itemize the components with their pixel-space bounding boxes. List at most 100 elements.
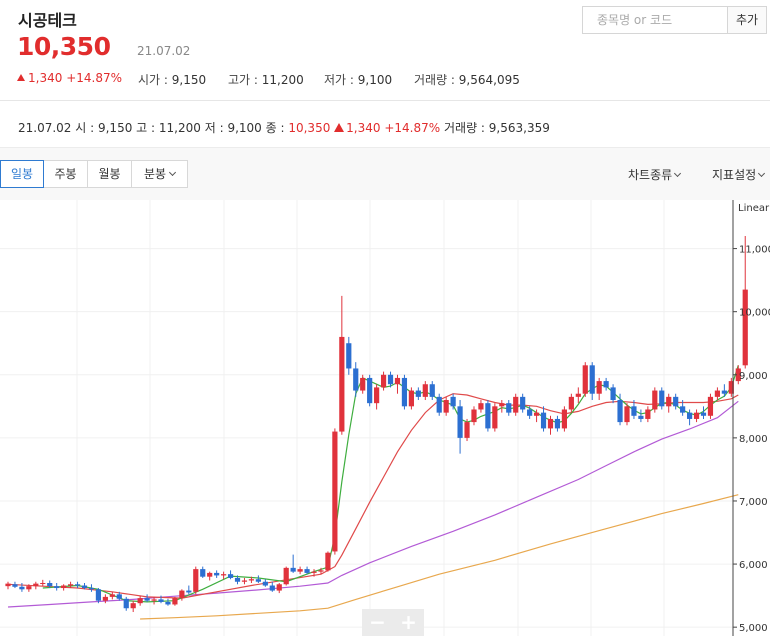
- candle: [269, 581, 275, 592]
- y-tick-label: 11,000: [739, 245, 770, 256]
- stat-volume-value: 9,564,095: [458, 73, 520, 87]
- zoom-control: − +: [362, 609, 424, 636]
- candle: [707, 393, 714, 419]
- candle: [471, 406, 477, 426]
- candle: [554, 415, 561, 432]
- candle-body: [33, 583, 39, 587]
- candle-body: [40, 582, 46, 584]
- add-button[interactable]: 추가: [727, 6, 767, 34]
- tab-weekly[interactable]: 주봉: [44, 160, 88, 188]
- candle-body: [728, 381, 734, 394]
- y-tick-label: 8,000: [739, 434, 768, 445]
- candle: [227, 570, 234, 580]
- y-tick-label: 6,000: [739, 560, 768, 571]
- candle: [95, 588, 102, 604]
- tab-daily[interactable]: 일봉: [0, 160, 44, 188]
- candle-body: [450, 396, 456, 407]
- candle: [61, 584, 67, 591]
- zoom-out-button[interactable]: −: [369, 610, 386, 634]
- candle: [241, 577, 248, 585]
- info-open-label: 시 :: [75, 121, 98, 135]
- candle-body: [436, 396, 442, 413]
- candle-body: [742, 289, 748, 366]
- candle: [721, 384, 727, 397]
- candle-body: [200, 569, 206, 577]
- candle-body: [429, 384, 435, 397]
- candle-body: [47, 582, 53, 587]
- candle-body: [276, 584, 282, 591]
- candle: [54, 582, 60, 591]
- stat-low-label: 저가 :: [324, 73, 358, 87]
- candle: [638, 409, 644, 423]
- candle: [276, 582, 282, 594]
- candle: [360, 374, 366, 394]
- candle: [457, 400, 463, 454]
- zoom-in-button[interactable]: +: [400, 610, 417, 634]
- search-box: [582, 6, 728, 34]
- candle-body: [401, 377, 408, 407]
- candle: [102, 594, 108, 604]
- candle: [700, 406, 707, 419]
- candle: [436, 393, 442, 416]
- stat-volume-label: 거래량 :: [414, 73, 459, 87]
- y-tick-label: 10,000: [739, 308, 770, 319]
- info-date: 21.07.02: [18, 121, 72, 135]
- candle: [130, 600, 136, 613]
- candle: [5, 581, 11, 590]
- info-high-label: 고 :: [136, 121, 159, 135]
- candle-body: [707, 396, 714, 416]
- tab-monthly[interactable]: 월봉: [88, 160, 132, 188]
- candle-body: [123, 598, 129, 609]
- candle-body: [478, 403, 484, 410]
- tab-minute[interactable]: 분봉: [132, 160, 188, 188]
- candle: [617, 393, 623, 426]
- candle: [596, 377, 602, 401]
- candle: [408, 387, 414, 410]
- candle-body: [394, 377, 401, 385]
- candle: [561, 406, 567, 432]
- candle-body: [533, 412, 540, 416]
- candle: [728, 377, 734, 397]
- search-input[interactable]: [583, 7, 727, 33]
- candle-body: [151, 599, 157, 601]
- candle-body: [54, 586, 60, 589]
- candlestick-chart[interactable]: Linear 5,000 6,000 7,000 8,000 9,000 10,000 11,…: [0, 200, 770, 636]
- candle: [714, 387, 721, 401]
- stock-name: 시공테크: [18, 11, 77, 30]
- candle: [673, 393, 679, 410]
- candle-body: [680, 406, 686, 413]
- candle: [318, 567, 324, 575]
- chevron-down-icon: [169, 168, 177, 177]
- candle: [193, 566, 199, 595]
- candle: [513, 393, 519, 416]
- info-open: 9,150: [97, 121, 133, 135]
- indicator-menu[interactable]: 지표설정: [712, 166, 766, 183]
- candle: [686, 409, 693, 426]
- candle-body: [415, 390, 421, 397]
- candle-body: [638, 415, 644, 419]
- info-low: 9,100: [227, 121, 262, 135]
- candle: [631, 400, 637, 419]
- candle: [450, 393, 456, 410]
- change-amount: 1,340: [28, 71, 63, 85]
- chart-type-menu[interactable]: 차트종류: [628, 166, 682, 183]
- stat-low-value: 9,100: [357, 73, 393, 87]
- moving-average-ma60: [7, 400, 739, 608]
- candle-body: [645, 409, 651, 419]
- current-price: 10,350: [17, 32, 111, 61]
- candle: [533, 409, 540, 423]
- candle-body: [179, 590, 185, 599]
- candle: [666, 393, 672, 413]
- moving-average-ma20: [7, 393, 739, 599]
- scale-label: Linear: [738, 203, 770, 214]
- period-tabs: 일봉 주봉 월봉 분봉: [0, 160, 188, 188]
- candle-body: [673, 396, 679, 407]
- candle: [40, 579, 46, 587]
- y-tick-label: 9,000: [739, 371, 768, 382]
- candle-body: [624, 406, 630, 423]
- candle: [165, 598, 171, 606]
- candle: [401, 374, 408, 410]
- candle-body: [631, 406, 637, 416]
- candle-body: [144, 598, 150, 601]
- y-tick-label: 5,000: [739, 623, 768, 634]
